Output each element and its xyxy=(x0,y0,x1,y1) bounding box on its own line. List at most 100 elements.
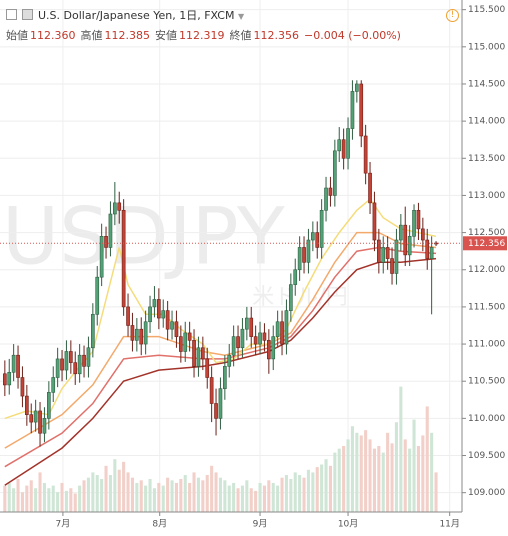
candle-body xyxy=(245,317,249,330)
volume-bar xyxy=(34,488,38,512)
candle-body xyxy=(240,328,245,349)
volume-bar xyxy=(104,465,108,512)
last-price-box xyxy=(463,236,507,251)
volume-bar xyxy=(201,480,205,512)
candle-body xyxy=(425,239,430,259)
volume-bar xyxy=(135,482,139,512)
candle-body xyxy=(179,336,183,352)
volume-bar xyxy=(227,485,231,512)
candle-body xyxy=(258,332,262,345)
candle-body xyxy=(95,276,100,315)
volume-bar xyxy=(262,485,266,512)
volume-bar xyxy=(170,480,174,512)
volume-bar xyxy=(196,477,200,512)
candle-body xyxy=(363,135,368,174)
volume-bar xyxy=(179,479,183,512)
change: −0.004 (−0.00%) xyxy=(304,29,401,42)
candle-body xyxy=(42,418,47,434)
volume-bar xyxy=(403,439,407,512)
candle-body xyxy=(214,403,218,419)
candle-body xyxy=(350,91,355,129)
volume-bar xyxy=(29,480,33,512)
candle-body xyxy=(55,358,60,378)
candle-body xyxy=(412,209,416,237)
volume-bar xyxy=(254,490,258,512)
candle-body xyxy=(135,328,139,341)
candle-body xyxy=(280,321,284,345)
volume-bar xyxy=(359,435,363,512)
icon[interactable] xyxy=(6,9,17,20)
volume-bar xyxy=(25,485,29,512)
field-label: 安値 xyxy=(155,29,177,42)
candle-body xyxy=(205,358,210,378)
candle-body xyxy=(376,239,381,263)
volume-bar xyxy=(139,480,143,512)
candle-body xyxy=(113,202,117,215)
volume-bar xyxy=(342,446,346,512)
x-tick-label: 11月 xyxy=(439,519,459,530)
volume-bar xyxy=(223,480,227,512)
candle-body xyxy=(126,306,130,326)
field-label: 高値 xyxy=(80,29,103,42)
candle-body xyxy=(319,209,324,248)
volume-bar xyxy=(16,479,20,512)
volume-bar xyxy=(328,465,332,512)
candle-body xyxy=(157,299,161,319)
volume-bar xyxy=(280,477,284,512)
candle-body xyxy=(394,239,399,274)
volume-bar xyxy=(350,426,354,512)
candle-body xyxy=(297,247,302,271)
volume-bar xyxy=(130,477,134,512)
y-tick-label: 112.500 xyxy=(468,228,505,238)
dropdown[interactable]: ▼ xyxy=(237,12,245,21)
volume-bar xyxy=(210,465,214,512)
y-tick-label: 115.000 xyxy=(468,42,505,52)
volume-bar xyxy=(293,472,297,512)
volume-bar xyxy=(144,485,148,512)
volume-bar xyxy=(390,443,394,512)
candle-body xyxy=(117,202,122,211)
volume-bar xyxy=(372,448,376,512)
candle-body xyxy=(99,236,104,278)
volume-bar xyxy=(421,435,425,512)
x-tick-label: 10月 xyxy=(338,519,358,530)
candle-body xyxy=(434,242,438,245)
candle-body xyxy=(77,354,82,375)
candle-body xyxy=(354,83,359,92)
volume-bar xyxy=(69,488,73,512)
volume-bar xyxy=(258,482,262,512)
candle-body xyxy=(24,395,29,415)
watermark-sub: 米ドル/円 xyxy=(252,285,347,310)
volume-bar xyxy=(240,485,244,512)
icon[interactable] xyxy=(22,9,33,20)
candle-body xyxy=(284,310,289,345)
candle-body xyxy=(161,310,166,319)
volume-bar xyxy=(214,472,218,512)
candle-body xyxy=(324,187,328,211)
price-axis-bg xyxy=(462,0,508,536)
volume-bar xyxy=(232,482,236,512)
volume-bar xyxy=(249,488,253,512)
volume-bar xyxy=(161,485,165,512)
candle-body xyxy=(38,410,42,434)
candle-body xyxy=(86,347,91,367)
header-fields: 始値 112.360 高値 112.385 安値 112.319 終値 112.356 −0.0… xyxy=(6,26,406,45)
candle-body xyxy=(231,336,236,356)
candle-body xyxy=(64,351,69,371)
warning-icon[interactable]: ! xyxy=(446,9,459,22)
y-tick-label: 109.000 xyxy=(468,488,505,498)
candle-body xyxy=(7,371,12,386)
volume-bar xyxy=(122,461,126,512)
volume-bar xyxy=(188,482,192,512)
volume-bar xyxy=(355,432,359,512)
candle-body xyxy=(196,347,201,367)
volume-bar xyxy=(148,479,152,512)
y-tick-label: 113.500 xyxy=(468,154,505,164)
volume-bar xyxy=(51,485,55,512)
candle-body xyxy=(249,317,254,337)
volume-bar xyxy=(324,459,328,512)
candle-body xyxy=(359,83,364,137)
volume-bar xyxy=(82,480,86,512)
